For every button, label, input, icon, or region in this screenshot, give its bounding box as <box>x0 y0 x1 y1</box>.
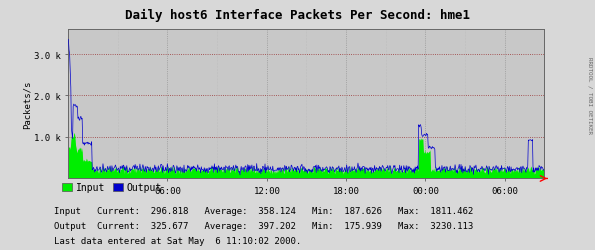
Text: Output  Current:  325.677   Average:  397.202   Min:  175.939   Max:  3230.113: Output Current: 325.677 Average: 397.202… <box>54 221 473 230</box>
Text: RRDTOOL / TOBI OETIKER: RRDTOOL / TOBI OETIKER <box>587 57 592 133</box>
Text: Daily host6 Interface Packets Per Second: hme1: Daily host6 Interface Packets Per Second… <box>125 9 470 22</box>
Text: Last data entered at Sat May  6 11:10:02 2000.: Last data entered at Sat May 6 11:10:02 … <box>54 236 301 245</box>
Text: Input   Current:  296.818   Average:  358.124   Min:  187.626   Max:  1811.462: Input Current: 296.818 Average: 358.124 … <box>54 206 473 215</box>
Legend: Input, Output: Input, Output <box>58 179 166 196</box>
Y-axis label: Packets/s: Packets/s <box>22 80 31 128</box>
